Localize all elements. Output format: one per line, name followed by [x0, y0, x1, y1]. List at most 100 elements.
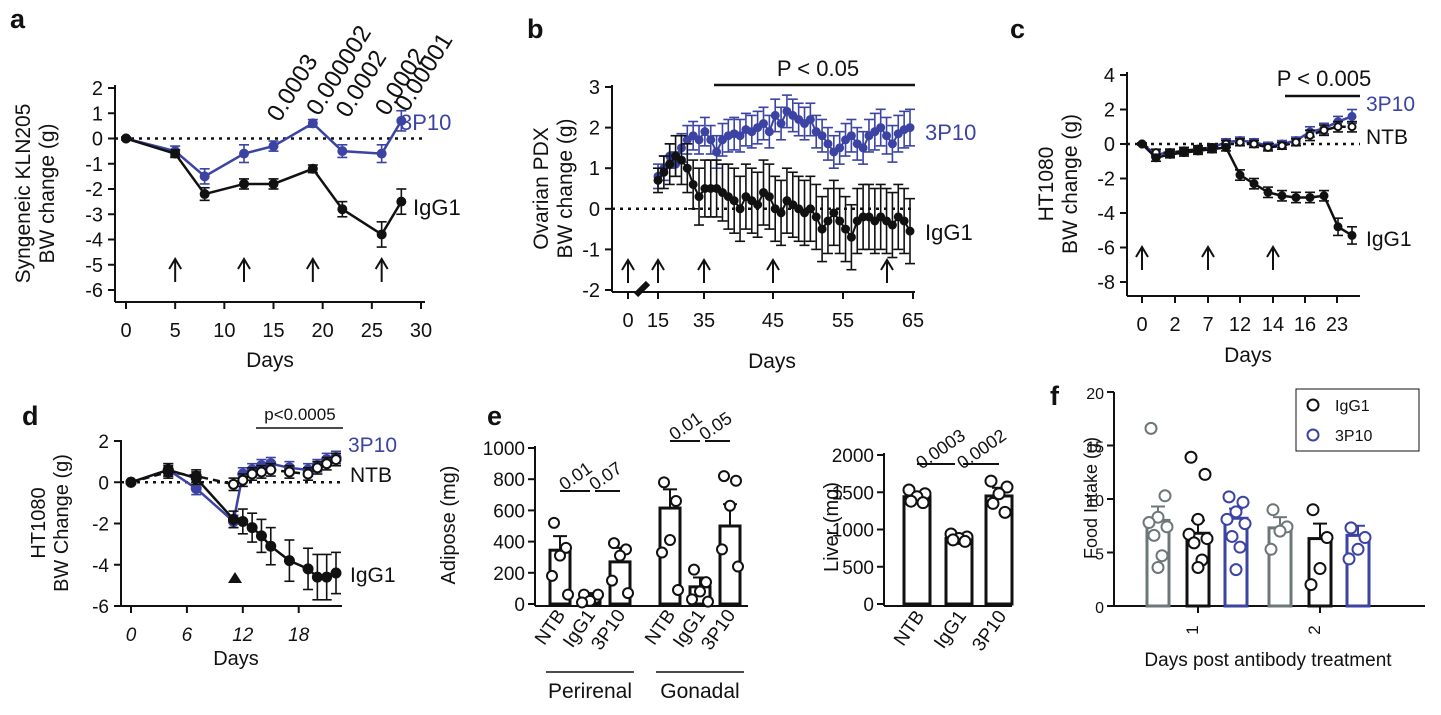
panel-c-y-label: BW change (g) [1059, 114, 1082, 254]
panel-e-adipose-data-point [686, 593, 698, 606]
panel-a-x-tick-label: 10 [213, 320, 235, 342]
panel-b-legend-igg1: IgG1 [925, 220, 973, 245]
panel-e-adipose-data-point [606, 574, 618, 587]
panel-b-point [864, 131, 874, 141]
panel-e-adipose-data-point [576, 596, 588, 609]
panel-f-data-point [1320, 531, 1334, 545]
panel-c-x-tick-label: 2 [1169, 314, 1180, 336]
panel-d-point [311, 571, 323, 583]
panel-b-point [893, 212, 903, 222]
panel-c-point [1221, 142, 1231, 152]
panel-c-legend-ntb: NTB [1366, 126, 1408, 149]
panel-c-point [1193, 146, 1203, 156]
panel-c-treatment-arrow [1266, 245, 1280, 270]
panel-b-point [758, 119, 768, 129]
panel-b-point [876, 212, 886, 222]
panel-e-adipose-data-point [700, 576, 712, 589]
panel-d-point [321, 458, 333, 470]
panel-b-point [770, 110, 780, 120]
panel-c-legend-3p10: 3P10 [1366, 93, 1415, 116]
panel-e-adipose-data-point [546, 569, 558, 582]
panel-e-liver-y-tick-label: 1500 [832, 483, 874, 504]
panel-e-adipose-data-point [658, 476, 670, 489]
panel-c-point [1179, 148, 1189, 158]
panel-b-y-tick-label: 0 [589, 199, 600, 221]
panel-d-point [228, 478, 239, 490]
panel-d-point [330, 454, 342, 466]
panel-c-point [1263, 187, 1273, 197]
panel-a-x-tick-label: 15 [262, 320, 284, 342]
panel-a-line-3p10 [125, 120, 403, 178]
panel-d-point [265, 464, 277, 476]
panel-d-point [330, 567, 342, 579]
panel-f-x-tick-label: 1 [1183, 625, 1202, 634]
panel-d-point [311, 462, 323, 474]
panel-f-data-point [1184, 450, 1198, 464]
panel-b-point [887, 220, 897, 230]
panel-d-x-tick-label: 6 [182, 625, 193, 646]
panel-e-liver-x-tick-label: IgG1 [930, 607, 971, 653]
panel-d-point [190, 472, 202, 484]
panel-f-data-point [1144, 421, 1158, 435]
panel-b-x-tick-label: 35 [693, 310, 715, 332]
panel-b-point [852, 216, 862, 226]
panel-d-point [246, 468, 258, 480]
panel-d-significance-text: p<0.0005 [264, 405, 335, 424]
panel-e-adipose-data-point [702, 595, 714, 608]
panel-b-point [688, 131, 698, 141]
panel-b-axis-break [633, 280, 651, 298]
panel-c-treatment-arrow-head [1266, 245, 1280, 258]
panel-b-point [876, 123, 886, 133]
panel-d-point [283, 466, 295, 478]
panel-b-treatment-arrow [697, 258, 711, 283]
panel-e-adipose-data-point [716, 543, 728, 556]
panel-c-point [1291, 137, 1301, 147]
panel-e-liver-y-label: Liver (mg) [821, 482, 843, 572]
panel-b-point [788, 110, 798, 120]
panel-b-treatment-arrow [880, 258, 894, 283]
panel-c-series-igg1 [1137, 139, 1357, 245]
panel-a-y-tick-label: -2 [85, 179, 103, 201]
panel-a-y-label: BW change (g) [36, 123, 59, 263]
panel-b-point [671, 151, 681, 161]
panel-a-point [239, 148, 249, 159]
panel-b-significance-text: P < 0.05 [777, 56, 859, 81]
panel-d-point [255, 530, 267, 542]
panel-a-series-igg1 [121, 133, 407, 248]
panel-b-point [694, 135, 704, 145]
panel-a-y-tick-label: -3 [85, 204, 103, 226]
panel-e-liver-y-tick-label: 500 [842, 558, 874, 579]
panel-c-treatment-arrow [1135, 245, 1149, 270]
panel-f-data-point [1198, 467, 1212, 481]
panel-b-treatment-arrow [651, 258, 665, 283]
panel-e-adipose-x-tick-label: 3P10 [697, 606, 740, 654]
panel-c-point [1347, 122, 1357, 132]
panel-d-x-label: Days [213, 648, 259, 670]
panel-f-data-point [1200, 532, 1214, 546]
panel-f-y-label: Food Intake (g) [1081, 437, 1101, 559]
panel-c-x-tick-label: 12 [1229, 314, 1251, 336]
panel-b-series-igg1 [653, 134, 915, 271]
panel-e-adipose-data-point [562, 588, 574, 601]
panel-d-point [237, 474, 249, 486]
panel-f-data-point [1142, 516, 1156, 530]
panel-e-adipose-y-tick-label: 0 [514, 595, 525, 616]
panel-b-point [800, 208, 810, 218]
panel-b-y-tick-label: 1 [589, 158, 600, 180]
panel-f-data-point [1313, 562, 1327, 576]
panel-a-y-tick-label: 2 [92, 78, 103, 100]
panel-e-liver-x-tick-label: 3P10 [968, 607, 1011, 655]
panel-b-point [823, 216, 833, 226]
panel-d-point [125, 476, 137, 488]
panel-c-point [1249, 179, 1259, 189]
panel-a-point [376, 229, 387, 240]
panel-f-y-tick-label: 10 [1086, 493, 1104, 510]
panel-e-adipose-data-point [614, 549, 626, 562]
panel-e-adipose-data-point [672, 583, 684, 596]
panel-e-adipose-data-point [560, 541, 572, 554]
panel-c-x-tick-label: 0 [1136, 314, 1147, 336]
panel-f-legend-marker [1306, 428, 1320, 442]
panel-a-x-tick-label: 30 [410, 320, 432, 342]
panel-c-line-ntb [1141, 125, 1352, 154]
panel-a-treatment-arrow [305, 257, 320, 282]
